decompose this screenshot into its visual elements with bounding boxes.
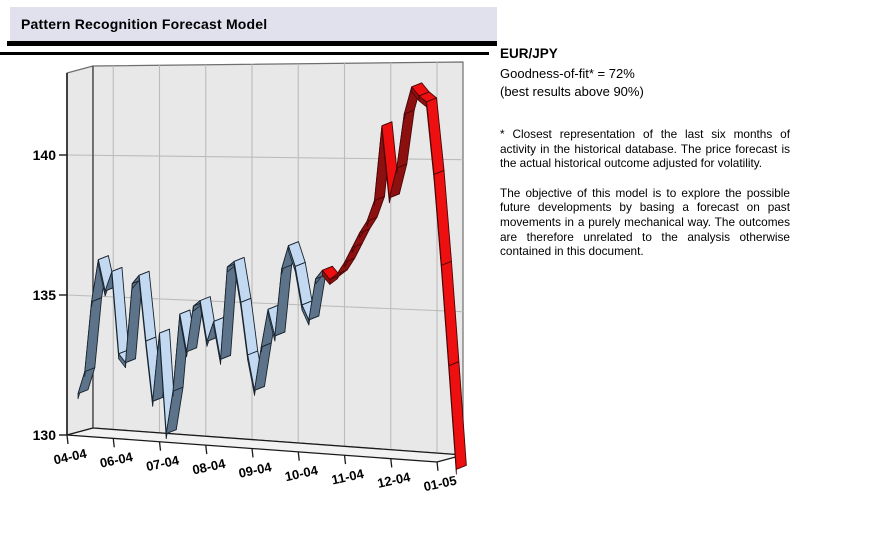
svg-text:09-04: 09-04: [237, 459, 273, 481]
svg-text:11-04: 11-04: [330, 466, 366, 488]
svg-text:140: 140: [33, 147, 57, 163]
instrument-label: EUR/JPY: [500, 46, 558, 61]
objective-text: The objective of this model is to explor…: [500, 185, 790, 259]
fit-threshold: (best results above 90%): [500, 84, 644, 99]
svg-text:06-04: 06-04: [98, 449, 134, 471]
svg-text:10-04: 10-04: [283, 462, 319, 484]
forecast-chart: 130 135 140 04-04 06-04 07-04 08-04 09-04 10-04 1…: [0, 55, 497, 515]
banner-underline: [7, 41, 497, 46]
footnote-text: * Closest representation of the last six…: [500, 127, 790, 171]
svg-text:135: 135: [33, 287, 57, 303]
chart-frame-top-rule: [0, 52, 489, 55]
svg-text:12-04: 12-04: [376, 469, 412, 491]
title-banner: Pattern Recognition Forecast Model: [10, 7, 497, 41]
svg-text:04-04: 04-04: [52, 446, 88, 468]
page-title: Pattern Recognition Forecast Model: [21, 16, 268, 32]
svg-text:130: 130: [33, 427, 57, 443]
svg-text:07-04: 07-04: [145, 452, 181, 474]
svg-text:08-04: 08-04: [191, 456, 227, 478]
ribbon-chart-canvas: 130 135 140 04-04 06-04 07-04 08-04 09-04 10-04 1…: [33, 61, 467, 495]
info-panel: EUR/JPY Goodness-of-fit* = 72% (best res…: [500, 46, 790, 259]
svg-text:01-05: 01-05: [422, 473, 458, 495]
goodness-of-fit: Goodness-of-fit* = 72%: [500, 66, 635, 81]
